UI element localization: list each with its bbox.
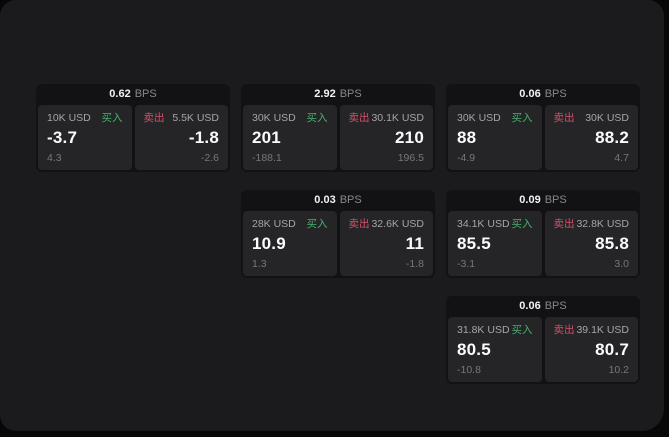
buy-delta: -4.9 (457, 152, 476, 164)
quote-card: 0.06 BPS 31.8K USD 买入 80.5 -10.8 卖出 39.1… (446, 296, 640, 384)
sell-delta: 10.2 (608, 364, 629, 376)
sell-side-label: 卖出 (143, 112, 165, 124)
buy-tile[interactable]: 31.8K USD 买入 80.5 -10.8 (448, 317, 542, 382)
quote-tiles: 10K USD 买入 -3.7 4.3 卖出 5.5K USD -1.8 -2.… (36, 105, 230, 172)
spread-value: 0.06 (519, 300, 541, 312)
sell-price: 88.2 (595, 128, 629, 147)
quote-card: 0.62 BPS 10K USD 买入 -3.7 4.3 卖出 5.5K USD (36, 84, 230, 172)
spread-header: 0.06 BPS (446, 296, 640, 317)
sell-tile[interactable]: 卖出 32.8K USD 85.8 3.0 (544, 211, 638, 276)
buy-side-label: 买入 (511, 112, 533, 124)
quote-tiles: 31.8K USD 买入 80.5 -10.8 卖出 39.1K USD 80.… (446, 317, 640, 384)
spread-unit: BPS (544, 300, 567, 312)
sell-delta: -1.8 (405, 258, 424, 270)
quote-card: 0.09 BPS 34.1K USD 买入 85.5 -3.1 卖出 32.8K… (446, 190, 640, 278)
buy-tile[interactable]: 10K USD 买入 -3.7 4.3 (38, 105, 132, 170)
sell-price: -1.8 (188, 128, 219, 147)
quote-tiles: 30K USD 买入 201 -188.1 卖出 30.1K USD 210 1… (241, 105, 435, 172)
spread-header: 2.92 BPS (241, 84, 435, 105)
sell-side-label: 卖出 (553, 218, 575, 230)
buy-amount: 10K USD (47, 112, 91, 124)
buy-side-label: 买入 (511, 218, 533, 230)
spread-header: 0.06 BPS (446, 84, 640, 105)
spread-header: 0.03 BPS (241, 190, 435, 211)
quote-card: 0.03 BPS 28K USD 买入 10.9 1.3 卖出 32.6K US… (241, 190, 435, 278)
sell-amount: 32.6K USD (371, 218, 424, 230)
buy-tile[interactable]: 30K USD 买入 201 -188.1 (243, 105, 337, 170)
sell-tile[interactable]: 卖出 30.1K USD 210 196.5 (339, 105, 433, 170)
sell-price: 11 (405, 234, 424, 253)
buy-price: -3.7 (47, 128, 78, 147)
spread-header: 0.09 BPS (446, 190, 640, 211)
buy-price: 201 (252, 128, 281, 147)
sell-amount: 32.8K USD (576, 218, 629, 230)
quotes-panel: 0.62 BPS 10K USD 买入 -3.7 4.3 卖出 5.5K USD (0, 0, 664, 431)
buy-delta: -188.1 (252, 152, 282, 164)
sell-tile[interactable]: 卖出 32.6K USD 11 -1.8 (339, 211, 433, 276)
sell-amount: 30K USD (585, 112, 629, 124)
buy-delta: 4.3 (47, 152, 62, 164)
sell-side-label: 卖出 (348, 112, 370, 124)
buy-tile[interactable]: 30K USD 买入 88 -4.9 (448, 105, 542, 170)
sell-tile[interactable]: 卖出 30K USD 88.2 4.7 (544, 105, 638, 170)
buy-amount: 30K USD (252, 112, 296, 124)
buy-delta: 1.3 (252, 258, 267, 270)
quote-card: 2.92 BPS 30K USD 买入 201 -188.1 卖出 30.1K … (241, 84, 435, 172)
spread-unit: BPS (134, 88, 157, 100)
quote-tiles: 28K USD 买入 10.9 1.3 卖出 32.6K USD 11 -1.8 (241, 211, 435, 278)
sell-amount: 30.1K USD (371, 112, 424, 124)
sell-amount: 39.1K USD (576, 324, 629, 336)
buy-amount: 34.1K USD (457, 218, 510, 230)
sell-side-label: 卖出 (553, 112, 575, 124)
sell-price: 210 (395, 128, 424, 147)
sell-side-label: 卖出 (553, 324, 575, 336)
spread-value: 0.03 (314, 194, 336, 206)
buy-amount: 30K USD (457, 112, 501, 124)
spread-unit: BPS (544, 88, 567, 100)
buy-delta: -10.8 (457, 364, 481, 376)
buy-price: 80.5 (457, 340, 491, 359)
buy-side-label: 买入 (511, 324, 533, 336)
quote-tiles: 30K USD 买入 88 -4.9 卖出 30K USD 88.2 4.7 (446, 105, 640, 172)
sell-tile[interactable]: 卖出 39.1K USD 80.7 10.2 (544, 317, 638, 382)
spread-value: 2.92 (314, 88, 336, 100)
spread-unit: BPS (544, 194, 567, 206)
buy-amount: 31.8K USD (457, 324, 510, 336)
buy-delta: -3.1 (457, 258, 476, 270)
buy-side-label: 买入 (306, 218, 328, 230)
quote-card: 0.06 BPS 30K USD 买入 88 -4.9 卖出 30K USD (446, 84, 640, 172)
sell-amount: 5.5K USD (172, 112, 219, 124)
spread-unit: BPS (339, 88, 362, 100)
sell-delta: 4.7 (614, 152, 629, 164)
sell-price: 85.8 (595, 234, 629, 253)
buy-price: 10.9 (252, 234, 286, 253)
buy-price: 85.5 (457, 234, 491, 253)
spread-value: 0.62 (109, 88, 131, 100)
sell-delta: -2.6 (200, 152, 219, 164)
quote-tiles: 34.1K USD 买入 85.5 -3.1 卖出 32.8K USD 85.8… (446, 211, 640, 278)
buy-price: 88 (457, 128, 477, 147)
spread-header: 0.62 BPS (36, 84, 230, 105)
sell-side-label: 卖出 (348, 218, 370, 230)
sell-delta: 3.0 (614, 258, 629, 270)
spread-value: 0.06 (519, 88, 541, 100)
sell-price: 80.7 (595, 340, 629, 359)
buy-tile[interactable]: 28K USD 买入 10.9 1.3 (243, 211, 337, 276)
sell-delta: 196.5 (397, 152, 424, 164)
buy-side-label: 买入 (306, 112, 328, 124)
spread-value: 0.09 (519, 194, 541, 206)
buy-tile[interactable]: 34.1K USD 买入 85.5 -3.1 (448, 211, 542, 276)
spread-unit: BPS (339, 194, 362, 206)
sell-tile[interactable]: 卖出 5.5K USD -1.8 -2.6 (134, 105, 228, 170)
buy-amount: 28K USD (252, 218, 296, 230)
buy-side-label: 买入 (101, 112, 123, 124)
